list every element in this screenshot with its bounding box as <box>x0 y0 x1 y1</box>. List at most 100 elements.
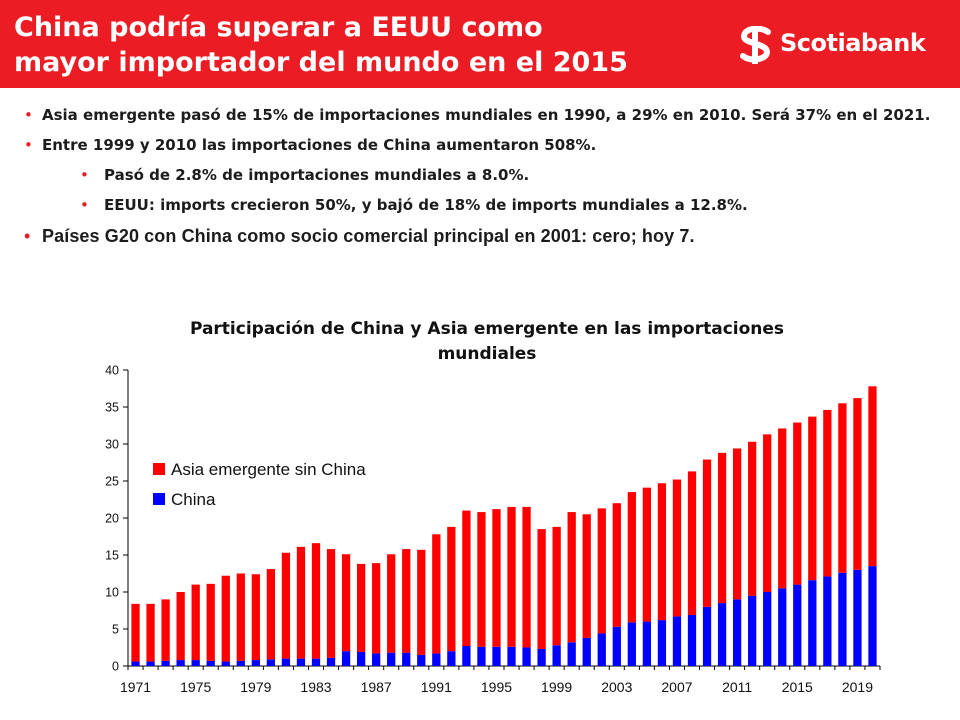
bar-segment-china <box>627 622 636 666</box>
bar-segment-china <box>387 652 396 666</box>
x-tick-label: 2019 <box>842 679 873 695</box>
bar-segment-china <box>221 661 230 666</box>
bar-segment-asia-ex-china <box>793 422 802 585</box>
x-tick-label: 1995 <box>481 679 512 695</box>
y-tick-label: 20 <box>105 512 119 526</box>
bar-segment-china <box>191 660 200 666</box>
sub-bullet-item: • EEUU: imports crecieron 50%, y bajó de … <box>24 194 948 216</box>
bar-segment-china <box>326 657 336 666</box>
bar-segment-china <box>612 626 621 666</box>
bar-segment-asia-ex-china <box>597 508 606 634</box>
bar-segment-asia-ex-china <box>627 492 636 623</box>
bar-segment-asia-ex-china <box>582 514 591 638</box>
bar-segment-asia-ex-china <box>311 543 321 659</box>
bar-segment-china <box>732 599 742 666</box>
bar-segment-china <box>507 646 516 666</box>
bar-segment-china <box>492 646 501 666</box>
bar-segment-china <box>597 633 606 666</box>
x-tick-label: 1999 <box>541 679 572 695</box>
bar-segment-china <box>402 652 411 666</box>
legend-swatch <box>153 463 165 475</box>
y-tick-label: 10 <box>105 586 119 600</box>
bullet-text: EEUU: imports crecieron 50%, y bajó de 1… <box>104 196 748 214</box>
bullet-item: • Países G20 con China como socio comerci… <box>24 224 948 248</box>
bar-segment-asia-ex-china <box>477 512 486 647</box>
bar-segment-china <box>687 614 697 666</box>
bar-segment-china <box>838 572 847 666</box>
title-line-1: China podría superar a EEUU como <box>14 12 543 43</box>
bar-segment-asia-ex-china <box>266 569 276 660</box>
bar-segment-asia-ex-china <box>402 549 411 653</box>
bullet-dot-icon: • <box>80 196 89 214</box>
y-tick-label: 35 <box>105 401 119 415</box>
bar-segment-china <box>657 620 667 666</box>
bar-segment-china <box>808 580 817 666</box>
bar-segment-asia-ex-china <box>387 554 396 653</box>
bar-segment-asia-ex-china <box>778 428 787 589</box>
y-tick-label: 30 <box>105 438 119 452</box>
bar-segment-asia-ex-china <box>161 599 170 661</box>
bar-segment-asia-ex-china <box>206 583 215 661</box>
bar-segment-asia-ex-china <box>853 398 862 570</box>
chart-title-line-2: mundiales <box>438 344 537 364</box>
bullet-dot-icon: • <box>24 106 33 124</box>
bar-segment-china <box>582 637 591 666</box>
bar-segment-asia-ex-china <box>642 487 652 622</box>
scotiabank-s-logo-icon <box>740 26 771 64</box>
bar-segment-asia-ex-china <box>702 459 712 607</box>
bar-segment-china <box>778 588 787 666</box>
bar-segment-china <box>131 661 140 666</box>
bar-segment-asia-ex-china <box>567 512 576 643</box>
x-tick-label: 2007 <box>661 679 692 695</box>
bar-segment-china <box>236 660 245 666</box>
x-tick-label: 1979 <box>240 679 271 695</box>
bar-segment-asia-ex-china <box>732 448 742 600</box>
bar-segment-china <box>447 651 456 666</box>
bar-segment-china <box>146 661 155 666</box>
y-tick-label: 25 <box>105 475 119 489</box>
bar-segment-china <box>717 603 727 666</box>
bullet-item: • Asia emergente pasó de 15% de importaci… <box>24 104 948 126</box>
bar-segment-china <box>748 595 757 666</box>
bullet-dot-icon: • <box>24 136 33 154</box>
bar-segment-china <box>311 658 321 666</box>
bar-segment-china <box>462 646 471 666</box>
bar-segment-china <box>281 658 291 666</box>
bar-segment-asia-ex-china <box>326 549 336 658</box>
x-tick-label: 2003 <box>601 679 632 695</box>
chart-title-line-1: Participación de China y Asia emergente … <box>190 319 784 339</box>
bar-segment-asia-ex-china <box>341 554 351 652</box>
bar-segment-china <box>372 653 381 666</box>
x-tick-label: 1987 <box>361 679 392 695</box>
legend-label: China <box>171 490 216 509</box>
bar-segment-china <box>672 616 682 666</box>
bar-segment-asia-ex-china <box>808 416 817 581</box>
bar-segment-asia-ex-china <box>763 434 772 592</box>
bar-segment-china <box>868 566 877 666</box>
bar-segment-china <box>251 660 260 666</box>
bar-segment-asia-ex-china <box>537 529 546 649</box>
y-tick-label: 0 <box>112 660 119 674</box>
scotiabank-logo: Scotiabank <box>736 26 936 66</box>
bar-segment-china <box>823 576 832 666</box>
bar-segment-asia-ex-china <box>687 471 697 615</box>
bar-segment-asia-ex-china <box>522 506 531 648</box>
title-line-2: mayor importador del mundo en el 2015 <box>14 47 628 78</box>
bar-segment-asia-ex-china <box>146 603 155 662</box>
bar-segment-asia-ex-china <box>672 479 682 617</box>
bar-segment-asia-ex-china <box>296 546 306 659</box>
bar-segment-china <box>417 654 426 666</box>
bar-segment-china <box>432 653 441 666</box>
bar-segment-china <box>161 660 170 666</box>
bar-segment-china <box>793 584 802 666</box>
x-tick-label: 1983 <box>300 679 331 695</box>
bullet-dot-icon: • <box>80 166 89 184</box>
bar-segment-asia-ex-china <box>507 506 516 647</box>
bar-segment-asia-ex-china <box>717 452 727 604</box>
bar-segment-asia-ex-china <box>372 563 381 654</box>
imports-share-chart: Participación de China y Asia emergente … <box>105 319 881 695</box>
x-tick-label: 2015 <box>782 679 813 695</box>
x-tick-label: 1975 <box>180 679 211 695</box>
bar-segment-china <box>477 646 486 666</box>
bullet-dot-icon: • <box>24 226 31 246</box>
